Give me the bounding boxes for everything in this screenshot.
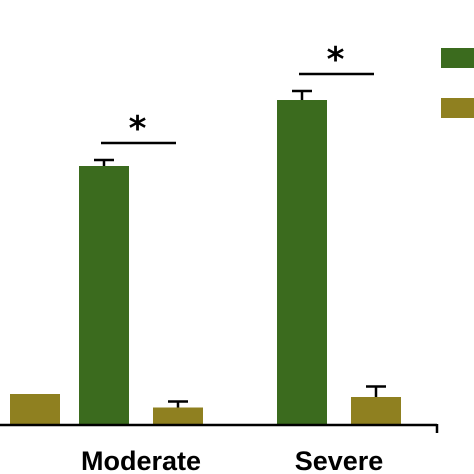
legend	[441, 48, 474, 118]
bars-layer	[10, 100, 401, 424]
significance-marker-Moderate: *	[129, 109, 147, 149]
legend-swatch-series2	[441, 98, 474, 118]
bar-series2-first-group	[10, 394, 60, 424]
significance-layer: **	[101, 40, 374, 149]
bar-series1-Severe	[277, 100, 327, 424]
bar-series1-Moderate	[79, 166, 129, 424]
bar-series2-Moderate	[153, 407, 203, 424]
error-bars-layer	[94, 89, 386, 408]
legend-swatch-series1	[441, 48, 474, 68]
x-tick-labels: Moderate Severe	[81, 446, 383, 474]
x-tick-label-Severe: Severe	[295, 446, 384, 474]
significance-marker-Severe: *	[327, 40, 345, 80]
x-tick-label-Moderate: Moderate	[81, 446, 201, 474]
bar-series2-Severe	[351, 397, 401, 424]
